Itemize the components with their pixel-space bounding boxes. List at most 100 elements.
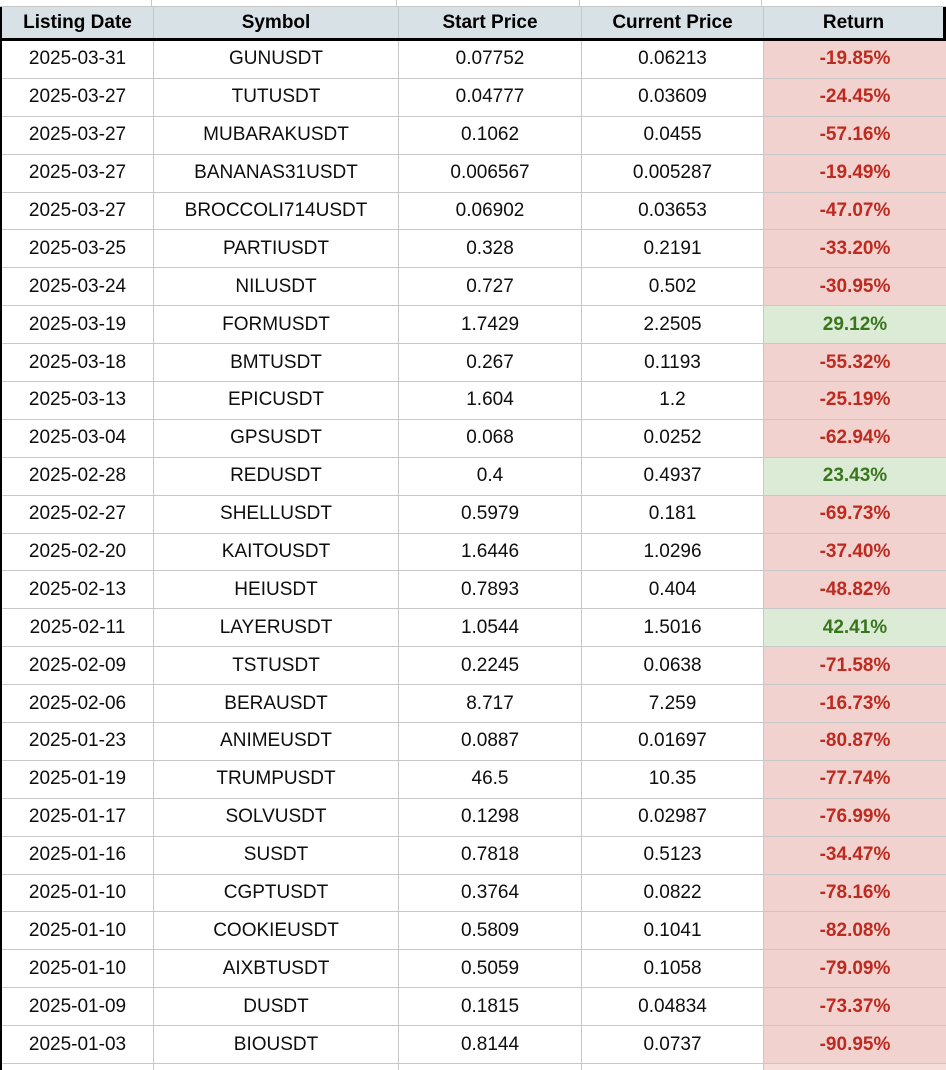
return-cell[interactable]: -47.07% [764, 192, 946, 231]
symbol-cell[interactable]: BMTUSDT [154, 344, 399, 383]
listing-date-cell[interactable]: 2025-02-09 [2, 647, 154, 686]
symbol-cell[interactable]: TSTUSDT [154, 647, 399, 686]
current-price-cell[interactable]: 0.03653 [582, 192, 764, 231]
return-cell[interactable]: -19.49% [764, 154, 946, 193]
current-price-cell[interactable]: 2.2505 [582, 306, 764, 345]
symbol-cell[interactable]: BERAUSDT [154, 685, 399, 724]
symbol-cell[interactable]: CGPTUSDT [154, 874, 399, 913]
current-price-cell[interactable]: 10.35 [582, 760, 764, 799]
start-price-cell[interactable]: 0.3764 [399, 874, 582, 913]
current-price-cell[interactable]: 0.1041 [582, 912, 764, 951]
current-price-cell[interactable]: 1.0296 [582, 533, 764, 572]
return-cell[interactable]: -73.37% [764, 988, 946, 1027]
symbol-cell[interactable]: TUTUSDT [154, 78, 399, 117]
listing-date-cell[interactable]: 2025-02-06 [2, 685, 154, 724]
listing-date-cell[interactable]: 2025-03-24 [2, 268, 154, 307]
start-price-cell[interactable]: 0.8144 [399, 1026, 582, 1065]
header-cell-start-price[interactable]: Start Price [399, 7, 582, 38]
symbol-cell[interactable]: MUBARAKUSDT [154, 116, 399, 155]
start-price-cell[interactable]: 0.0887 [399, 723, 582, 761]
return-cell[interactable]: -71.58% [764, 647, 946, 686]
symbol-cell[interactable]: EPICUSDT [154, 382, 399, 420]
return-cell[interactable]: -57.16% [764, 116, 946, 155]
listing-date-cell[interactable]: 2025-03-04 [2, 419, 154, 458]
symbol-cell[interactable]: REDUSDT [154, 457, 399, 496]
current-price-cell[interactable]: 0.2191 [582, 230, 764, 269]
start-price-cell[interactable]: 0.267 [399, 344, 582, 383]
listing-date-cell[interactable]: 2025-03-27 [2, 154, 154, 193]
current-price-cell[interactable]: 0.0252 [582, 419, 764, 458]
symbol-cell[interactable]: FORMUSDT [154, 306, 399, 345]
return-cell[interactable]: -30.95% [764, 268, 946, 307]
symbol-cell[interactable]: NILUSDT [154, 268, 399, 307]
current-price-cell[interactable]: 0.04834 [582, 988, 764, 1027]
start-price-cell[interactable]: 0.5059 [399, 950, 582, 989]
start-price-cell[interactable]: 0.5979 [399, 495, 582, 534]
listing-date-cell[interactable]: 2025-03-27 [2, 78, 154, 117]
current-price-cell[interactable]: 0.03609 [582, 78, 764, 117]
start-price-cell[interactable]: 8.717 [399, 685, 582, 724]
current-price-cell[interactable]: 0.005287 [582, 154, 764, 193]
symbol-cell[interactable]: BANANAS31USDT [154, 154, 399, 193]
start-price-cell[interactable]: 0.04777 [399, 78, 582, 117]
start-price-cell[interactable]: 0.5809 [399, 912, 582, 951]
current-price-cell[interactable]: 0.01697 [582, 723, 764, 761]
start-price-cell[interactable]: 1.6446 [399, 533, 582, 572]
listing-date-cell[interactable]: 2025-03-25 [2, 230, 154, 269]
header-cell-listing-date[interactable]: Listing Date [2, 7, 154, 38]
start-price-cell[interactable]: 0.1298 [399, 798, 582, 837]
return-cell[interactable]: -69.73% [764, 495, 946, 534]
header-cell-return[interactable]: Return [764, 7, 943, 38]
current-price-cell[interactable]: 0.1193 [582, 344, 764, 383]
return-cell[interactable]: -77.74% [764, 760, 946, 799]
return-cell[interactable]: -37.40% [764, 533, 946, 572]
start-price-cell[interactable]: 0.2245 [399, 647, 582, 686]
symbol-cell[interactable]: ANIMEUSDT [154, 723, 399, 761]
return-cell[interactable]: -55.32% [764, 344, 946, 383]
symbol-cell[interactable]: TRUMPUSDT [154, 760, 399, 799]
return-cell[interactable]: -80.87% [764, 723, 946, 761]
current-price-cell[interactable]: 7.259 [582, 685, 764, 724]
return-cell[interactable]: -79.09% [764, 950, 946, 989]
start-price-cell[interactable]: 0.328 [399, 230, 582, 269]
start-price-cell[interactable]: 0.06902 [399, 192, 582, 231]
start-price-cell[interactable]: 1.0544 [399, 609, 582, 648]
symbol-cell[interactable]: LAYERUSDT [154, 609, 399, 648]
current-price-cell[interactable]: 0.06213 [582, 41, 764, 79]
listing-date-cell[interactable]: 2025-01-17 [2, 798, 154, 837]
start-price-cell[interactable]: 0.727 [399, 268, 582, 307]
symbol-cell[interactable]: SOLVUSDT [154, 798, 399, 837]
return-cell[interactable]: 29.12% [764, 306, 946, 345]
listing-date-cell[interactable]: 2025-03-27 [2, 192, 154, 231]
start-price-cell[interactable]: 0.7893 [399, 571, 582, 610]
return-cell[interactable]: -78.16% [764, 874, 946, 913]
listing-date-cell[interactable]: 2025-02-11 [2, 609, 154, 648]
symbol-cell[interactable]: KAITOUSDT [154, 533, 399, 572]
start-price-cell[interactable]: 0.1062 [399, 116, 582, 155]
header-cell-symbol[interactable]: Symbol [154, 7, 399, 38]
current-price-cell[interactable]: 0.502 [582, 268, 764, 307]
return-cell[interactable]: -25.19% [764, 382, 946, 420]
start-price-cell[interactable]: 1.604 [399, 382, 582, 420]
listing-date-cell[interactable]: 2025-02-27 [2, 495, 154, 534]
return-cell[interactable]: -82.08% [764, 912, 946, 951]
listing-date-cell[interactable]: 2025-01-10 [2, 874, 154, 913]
current-price-cell[interactable]: 0.181 [582, 495, 764, 534]
symbol-cell[interactable]: SHELLUSDT [154, 495, 399, 534]
current-price-cell[interactable]: 0.4937 [582, 457, 764, 496]
listing-date-cell[interactable]: 2025-03-31 [2, 41, 154, 79]
return-cell[interactable]: -48.82% [764, 571, 946, 610]
start-price-cell[interactable]: 46.5 [399, 760, 582, 799]
listing-date-cell[interactable]: 2025-02-13 [2, 571, 154, 610]
return-cell[interactable]: -34.47% [764, 836, 946, 875]
symbol-cell[interactable]: SUSDT [154, 836, 399, 875]
symbol-cell[interactable]: AIXBTUSDT [154, 950, 399, 989]
symbol-cell[interactable]: DUSDT [154, 988, 399, 1027]
current-price-cell[interactable]: 0.02987 [582, 798, 764, 837]
listing-date-cell[interactable]: 2025-01-23 [2, 723, 154, 761]
return-cell[interactable]: -90.95% [764, 1026, 946, 1065]
symbol-cell[interactable]: PARTIUSDT [154, 230, 399, 269]
current-price-cell[interactable]: 1.5016 [582, 609, 764, 648]
current-price-cell[interactable]: 0.0455 [582, 116, 764, 155]
current-price-cell[interactable]: 0.0638 [582, 647, 764, 686]
